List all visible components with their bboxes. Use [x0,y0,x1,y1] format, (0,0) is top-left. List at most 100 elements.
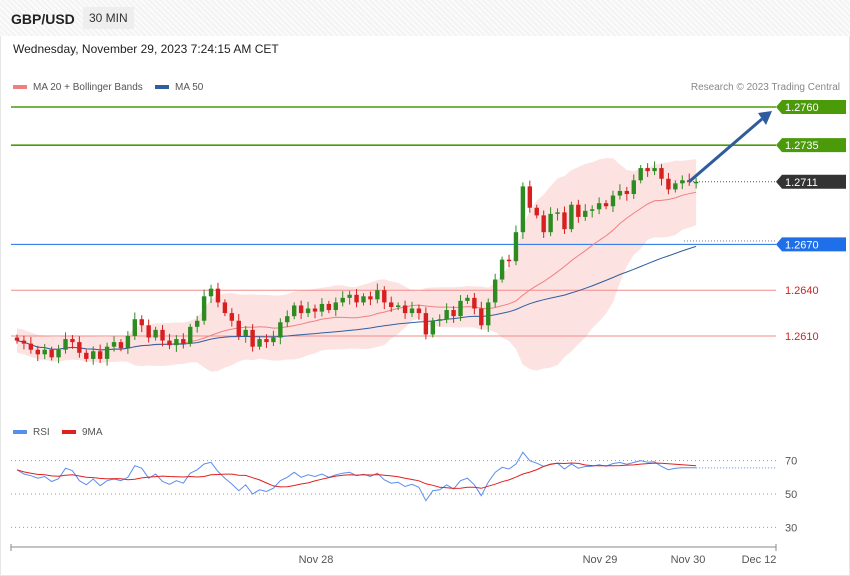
candle-body [326,303,332,311]
candle-body [596,203,602,210]
candle-body [194,320,200,327]
candle [70,335,75,349]
price-tag-label: 1.2735 [785,140,819,152]
candle-body [340,297,345,303]
candle-body [375,290,380,300]
rsi-line [16,451,697,502]
candle-body [409,308,415,314]
candle [645,163,650,177]
candle [603,200,609,210]
timeframe-badge[interactable]: 30 MIN [83,7,134,29]
candle-body [333,302,338,311]
candle [402,300,408,319]
candle [278,318,283,345]
candle [49,346,54,361]
x-tick-label: Nov 28 [299,554,334,566]
candle-body [416,308,422,314]
candle [181,333,186,349]
candle [21,335,27,350]
candle [333,297,338,316]
candle [527,180,533,213]
candle-body [257,339,262,347]
price-tag-current [776,174,846,189]
candle-body [181,339,186,344]
candle-body [56,349,61,358]
candle [354,288,359,308]
candle [298,300,304,319]
legend-label-9ma: 9MA [82,427,103,438]
candle-body [243,329,248,336]
x-tick-label: Dec 12 [742,554,777,566]
candle-body [555,212,560,214]
candle [243,325,248,343]
candle [659,164,664,186]
candle-body [70,339,75,343]
candle-body [576,204,581,217]
candle [589,205,595,218]
candle [91,346,96,365]
ma50-line [16,245,697,351]
candle [458,295,463,322]
candle [583,204,588,221]
candle [596,197,602,215]
candle-body [132,319,138,336]
legend-swatch-ma20 [13,85,27,89]
candle-body [14,337,20,341]
candle-body [28,343,34,350]
candle [548,207,553,237]
candle [555,208,560,221]
candle [693,177,699,189]
price-tag-resistance [776,100,846,114]
candle [97,344,103,363]
candle [638,165,643,184]
candle-body [569,204,574,230]
candle [14,334,20,344]
candle-body [499,259,505,280]
symbol-title: GBP/USD [11,11,75,27]
candle-body [222,302,228,314]
candle-body [617,190,623,196]
candle [437,314,442,327]
candle [292,302,297,320]
candle [77,336,82,358]
candle [63,332,68,354]
candle-body [610,195,616,207]
candle-body [125,336,131,349]
chart-header: GBP/USD 30 MIN [0,0,850,36]
candle-body [91,351,96,359]
candle [472,292,477,315]
candle-body [541,215,546,233]
copyright-text: Research © 2023 Trading Central [691,82,840,93]
candle [631,174,636,199]
candle [465,294,470,304]
level-label-support: 1.2610 [785,331,819,343]
bollinger-band-area [17,158,697,372]
candle [42,343,47,360]
candle-body [361,296,366,303]
candle-body [437,319,442,321]
candle-body [354,294,359,303]
candle-body [624,190,630,195]
candle-body [84,352,89,359]
candle-body [97,351,103,359]
candle [499,256,505,283]
candle-body [160,329,165,341]
legend-label-ma50: MA 50 [175,82,204,93]
candle [444,303,449,324]
candle [188,323,193,347]
candle-body [486,302,491,326]
candle-body [229,313,235,321]
candle-body [174,339,179,346]
price-tag-pivot [776,237,846,252]
candle [236,314,241,340]
projection-arrow-shaft [688,117,763,183]
candle-body [319,303,325,312]
candle [215,282,221,308]
candle [167,333,172,350]
candle-body [603,203,609,207]
candle-body [659,168,664,179]
candle-body [451,310,456,317]
candle-body [63,339,68,350]
legend-swatch-rsi [13,430,27,434]
candle-body [638,168,643,181]
